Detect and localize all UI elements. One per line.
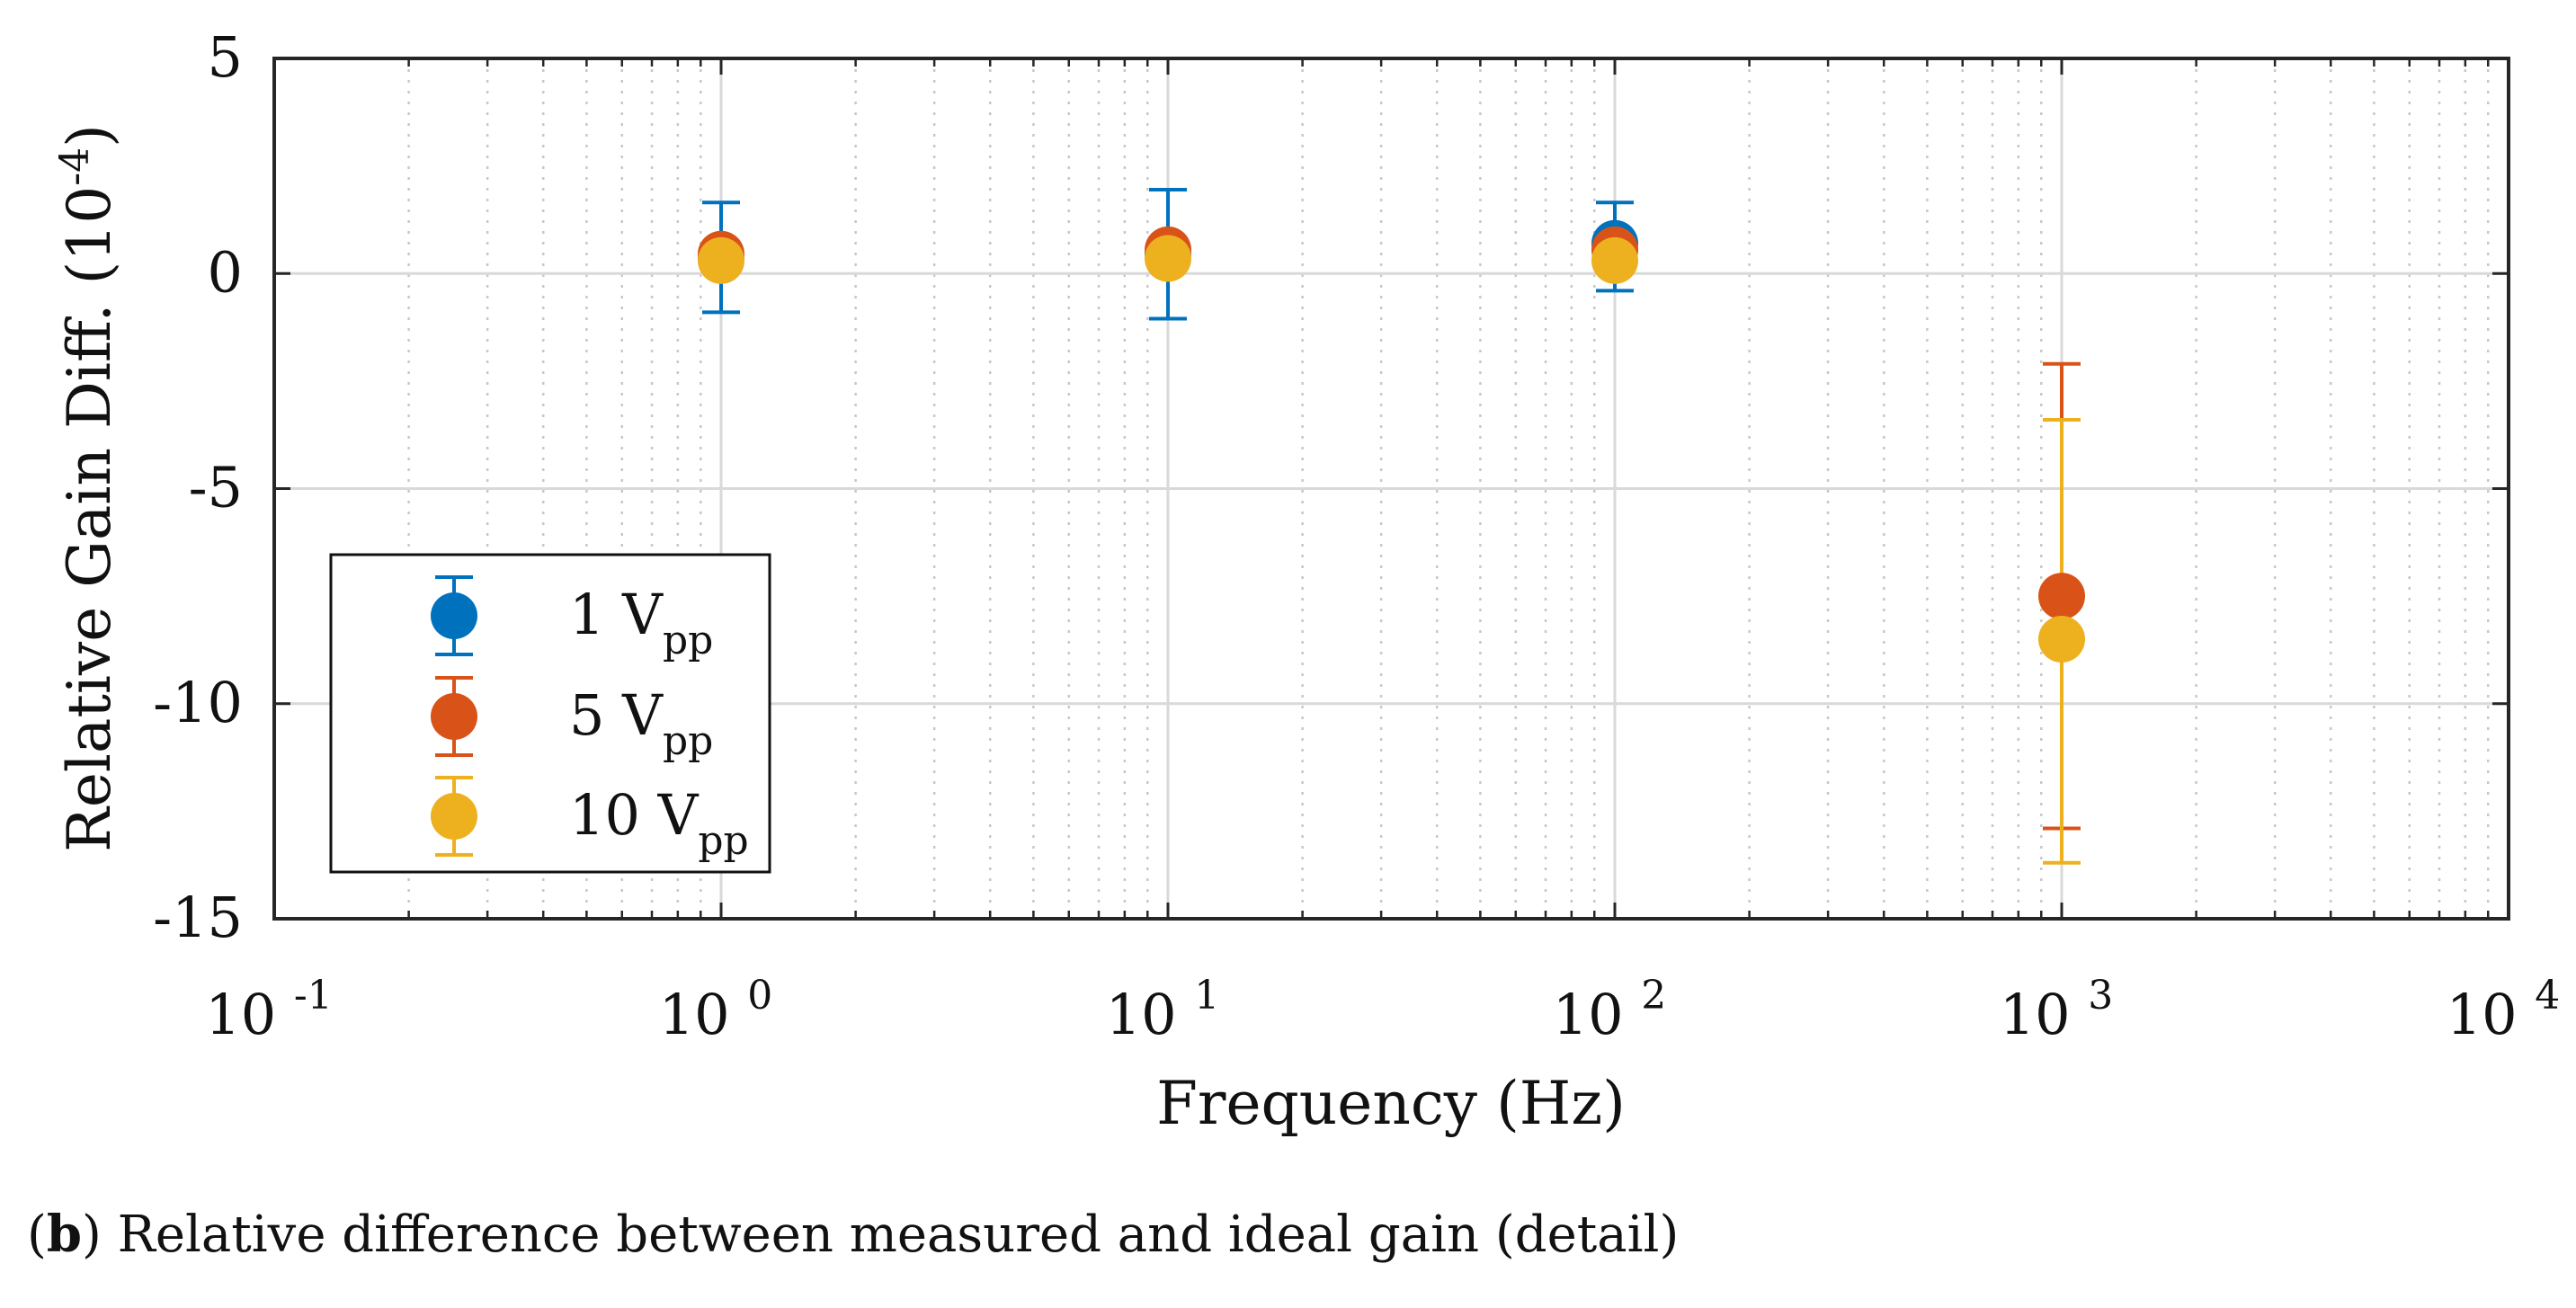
- y-tick-label: -10: [153, 670, 243, 735]
- x-tick-base: 10: [205, 982, 294, 1047]
- legend-label-subscript: pp: [663, 718, 713, 764]
- x-tick-exponent: 3: [2088, 973, 2113, 1019]
- data-markers: [698, 219, 2085, 663]
- ticks: [272, 57, 2510, 921]
- legend-label: 10 Vpp: [569, 782, 749, 864]
- x-tick-exponent: 2: [1641, 973, 1666, 1019]
- legend-box: [329, 553, 771, 874]
- x-tick-label: 10 -1: [205, 973, 332, 1047]
- caption-text: ) Relative difference between measured a…: [82, 1206, 1680, 1264]
- x-tick-exponent: 1: [1194, 973, 1219, 1019]
- y-tick-label: -5: [189, 455, 243, 521]
- x-axis-label: Frequency (Hz): [1156, 1069, 1626, 1138]
- x-tick-base: 10: [2000, 982, 2089, 1047]
- legend-entry: 10 Vpp: [431, 776, 749, 864]
- y-tick-label: 5: [208, 24, 243, 90]
- data-point: [1145, 235, 1191, 282]
- y-axis-label-end: ): [55, 124, 124, 147]
- data-point: [1591, 236, 1638, 284]
- chart: 50-5-10-15 10 -1 10 0 10 1 10 2 10 3 10 4 Fre…: [52, 24, 2560, 1138]
- y-tick-labels: 5 0 -5 -10 -15: [153, 24, 243, 950]
- x-tick-exponent: -1: [294, 973, 333, 1019]
- legend-label-name: 1 V: [569, 582, 664, 647]
- legend-label-subscript: pp: [698, 818, 748, 864]
- y-tick-label: -15: [153, 885, 243, 950]
- error-bars: [702, 187, 2081, 865]
- data-point: [2038, 573, 2085, 620]
- x-tick-base: 10: [1106, 982, 1195, 1047]
- legend-label: 5 Vpp: [569, 682, 713, 764]
- x-tick-label: 10 2: [1553, 973, 1667, 1047]
- x-tick-labels: 10 -1 10 0 10 1 10 2 10 3 10 4: [205, 973, 2560, 1047]
- legend-entry: 1 Vpp: [431, 575, 713, 663]
- legend-marker: [431, 592, 477, 639]
- legend-marker: [431, 793, 477, 840]
- x-tick-exponent: 4: [2535, 973, 2560, 1019]
- figure-caption: (b) Relative difference between measured…: [27, 1205, 1679, 1264]
- x-tick-exponent: 0: [747, 973, 772, 1019]
- legend-marker: [431, 693, 477, 740]
- x-tick-base: 10: [1553, 982, 1642, 1047]
- data-point: [2038, 615, 2085, 663]
- x-tick-label: 10 0: [659, 973, 773, 1047]
- x-tick-label: 10 4: [2447, 973, 2561, 1047]
- legend-label-name: 10 V: [569, 782, 700, 848]
- legend-entry: 5 Vpp: [431, 676, 713, 764]
- caption-panel-label: b: [46, 1205, 83, 1264]
- x-tick-label: 10 1: [1106, 973, 1220, 1047]
- y-tick-label: 0: [208, 239, 243, 305]
- legend-label-subscript: pp: [663, 618, 713, 663]
- legend-label: 1 Vpp: [569, 582, 713, 663]
- caption-open-paren: (: [27, 1206, 47, 1264]
- y-axis-label-exponent: -4: [52, 147, 98, 186]
- x-tick-base: 10: [659, 982, 748, 1047]
- x-tick-label: 10 3: [2000, 973, 2114, 1047]
- data-point: [698, 236, 744, 284]
- y-axis-label-main: Relative Gain Diff. (10: [55, 186, 124, 852]
- x-tick-base: 10: [2447, 982, 2536, 1047]
- legend-label-name: 5 V: [569, 682, 664, 748]
- y-axis-label: Relative Gain Diff. (10-4): [52, 124, 124, 852]
